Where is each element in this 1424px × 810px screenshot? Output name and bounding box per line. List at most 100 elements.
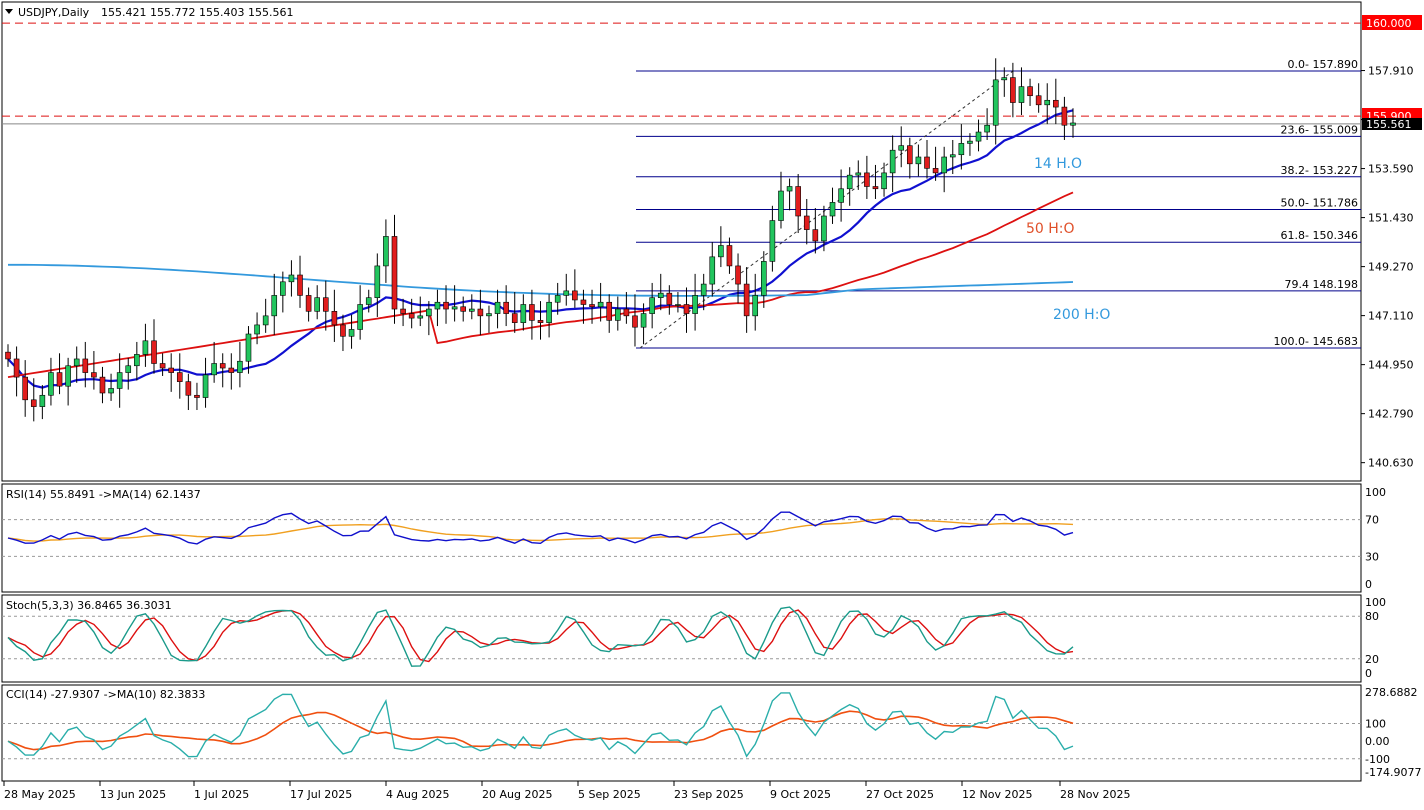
date-tick-label: 28 May 2025 [4,788,76,801]
bull-candle [657,292,664,298]
bear-candle [219,363,226,369]
date-tick-label: 12 Nov 2025 [962,788,1032,801]
bull-candle [271,295,278,317]
bear-candle [91,372,97,378]
bull-candle [546,301,552,323]
bear-candle [305,295,312,312]
fib-level-label: 61.8- 150.346 [1281,229,1358,242]
candles [5,58,1076,422]
stoch-panel-frame [1,594,1362,683]
date-tick-label: 4 Aug 2025 [386,788,449,801]
bull-candle [211,363,217,376]
fib-level-label: 38.2- 153.227 [1281,164,1358,177]
date-tick-label: 28 Nov 2025 [1060,788,1130,801]
bear-candle [589,304,595,308]
indicator-lines [7,511,1074,758]
bear-candle [632,315,638,328]
bear-candle [443,301,449,310]
bull-candle [975,131,982,142]
bull-candle [761,261,767,296]
bull-candle [451,306,458,310]
bull-candle [1070,122,1076,126]
bull-candle [202,374,209,398]
bear-candle [803,215,810,230]
bull-candle [426,308,432,317]
price-tick-label: 140.630 [1368,457,1414,470]
cci-tick-label: -100 [1365,753,1390,766]
ma200-line [8,263,1074,297]
bull-candle [280,281,286,296]
bear-candle [159,363,166,369]
bull-candle [434,301,441,310]
date-tick-label: 23 Sep 2025 [674,788,744,801]
bull-candle [563,290,570,296]
guide-lines [2,22,1361,760]
bear-candle [864,172,870,187]
bear-candle [331,311,338,326]
bear-candle [176,372,183,382]
bull-candle [374,265,381,298]
current-price-badge [1362,118,1422,130]
bear-candle [297,274,303,296]
bear-candle [228,367,235,373]
stoch-main-line [7,606,1074,667]
bull-candle [48,372,54,396]
fib-level-label: 79.4 148.198 [1285,278,1358,291]
cci-tick-label: 278.6882 [1365,686,1418,699]
bull-candle [786,186,793,192]
bull-candle [365,297,372,305]
price-tick-label: 147.110 [1368,310,1414,323]
bull-candle [245,333,252,362]
date-tick-label: 20 Aug 2025 [482,788,552,801]
date-tick-label: 17 Jul 2025 [290,788,352,801]
bull-candle [898,145,905,151]
main-panel-frame [1,1,1362,482]
bear-candle [322,297,329,312]
bull-candle [554,295,561,303]
bear-candle [5,351,11,360]
ohlc-values: 155.421 155.772 155.403 155.561 [101,6,293,19]
ma14-label: 14 H.O [1034,156,1082,172]
bull-candle [855,172,862,176]
cci-ma-line [7,710,1074,751]
price-tick-label: 157.910 [1368,65,1414,78]
bull-candle [941,156,947,174]
bear-candle [932,168,939,174]
bear-candle [82,358,89,373]
level-160-badge [1362,15,1422,30]
bull-candle [949,154,956,158]
rsi-ma-line [7,518,1074,542]
bear-candle [623,308,630,317]
bull-candle [262,315,269,326]
bear-candle [1053,99,1059,108]
cci-panel-frame [1,684,1362,782]
cci-line [7,692,1074,758]
bull-candle [486,313,492,317]
bull-candle [614,308,621,321]
bear-candle [1010,77,1016,103]
bear-candle [795,186,801,217]
bear-candle [151,340,157,364]
rsi-line [7,511,1074,545]
bull-candle [649,297,655,314]
rsi-tick-label: 30 [1365,550,1379,563]
level-160-label: 160.000 [1366,17,1412,30]
price-tick-label: 153.590 [1368,163,1414,176]
bear-candle [99,376,106,394]
bear-candle [606,301,613,321]
bear-candle [391,236,398,310]
ma50-label: 50 H:O [1026,221,1075,237]
bear-candle [1035,95,1042,106]
bear-candle [580,299,587,305]
triangle-down-icon[interactable] [5,9,13,14]
bull-candle [73,358,80,367]
ma200-label: 200 H:O [1053,307,1110,323]
bear-candle [812,229,819,242]
bull-candle [769,220,776,262]
price-tick-label: 151.430 [1368,212,1414,225]
bear-candle [726,245,733,267]
stoch-tick-label: 80 [1365,610,1379,623]
cci-tick-label: 0.00 [1365,735,1390,748]
